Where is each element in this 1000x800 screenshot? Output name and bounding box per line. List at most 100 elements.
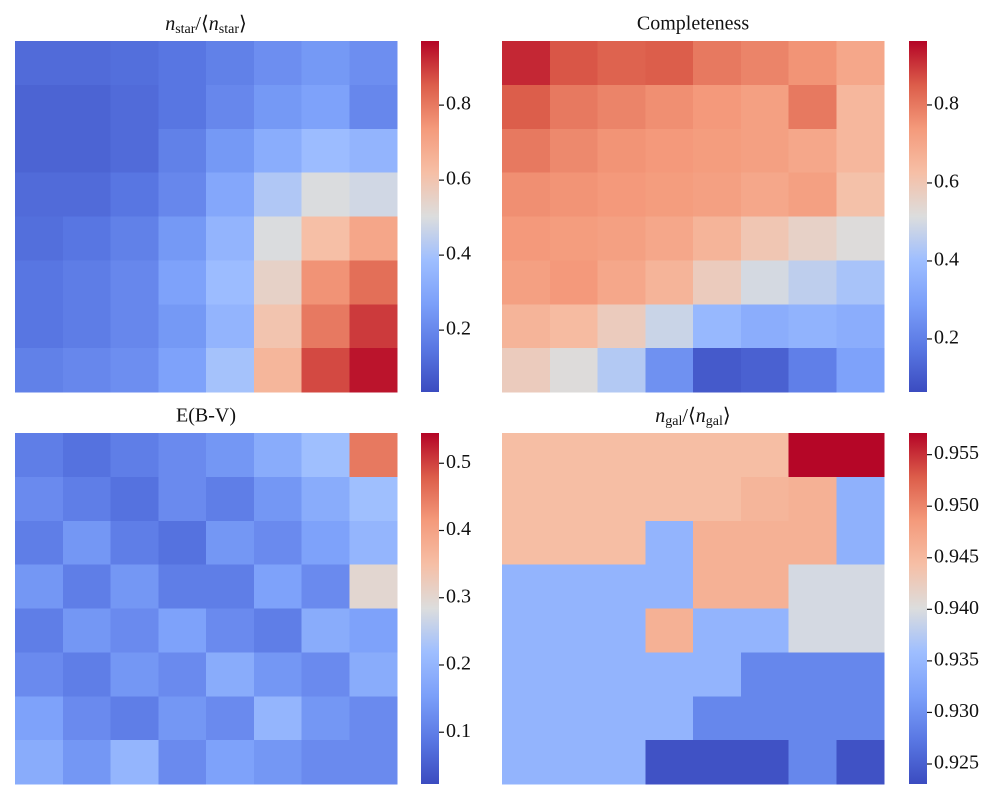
heatmap-cell xyxy=(15,564,64,609)
title-subscript: gal xyxy=(706,414,723,429)
heatmap-cell xyxy=(502,608,551,653)
heatmap-cell xyxy=(740,216,789,261)
heatmap-cell xyxy=(301,41,350,86)
heatmap-cell xyxy=(597,41,646,86)
heatmap-cell xyxy=(836,172,885,217)
heatmap-cell xyxy=(645,348,694,393)
heatmap-cell xyxy=(549,476,598,522)
heatmap-cell xyxy=(349,696,398,741)
heatmap-cell xyxy=(349,41,398,86)
heatmap-cell xyxy=(253,696,302,741)
heatmap-cell xyxy=(206,41,255,86)
heatmap-cell xyxy=(788,84,837,130)
heatmap-cell xyxy=(253,433,302,478)
heatmap-cell xyxy=(549,696,598,741)
heatmap-cell xyxy=(788,652,837,697)
heatmap-cell xyxy=(693,41,742,86)
heatmap-cell xyxy=(740,304,789,349)
title-subscript: star xyxy=(219,22,240,37)
heatmap-cell xyxy=(110,564,159,609)
heatmap-cell xyxy=(597,304,646,349)
heatmap-cell xyxy=(206,520,255,566)
heatmap-cell xyxy=(110,304,159,349)
heatmap-cell xyxy=(740,348,789,393)
heatmap-cell xyxy=(549,433,598,478)
heatmap-cell xyxy=(206,172,255,217)
heatmap-cell xyxy=(206,128,255,174)
heatmap-cell xyxy=(645,652,694,697)
heatmap-cell xyxy=(253,216,302,261)
colorbar-tick-label: 0.930 xyxy=(934,700,979,722)
heatmap-cell xyxy=(15,260,64,305)
heatmap-cell xyxy=(62,348,111,393)
heatmap-cell xyxy=(597,564,646,609)
title-part: /⟨ xyxy=(682,405,695,427)
colorbar-tick-label: 0.2 xyxy=(446,653,471,675)
heatmap-cell xyxy=(645,128,694,174)
heatmap-cell xyxy=(158,304,207,349)
heatmap-cell xyxy=(15,740,64,785)
heatmap-cell xyxy=(502,476,551,522)
heatmap-cell xyxy=(693,520,742,566)
heatmap-cell xyxy=(836,433,885,478)
colorbar-tick-label: 0.6 xyxy=(934,171,959,193)
heatmap-cell xyxy=(693,564,742,609)
heatmap-cell xyxy=(301,696,350,741)
heatmap-cell xyxy=(253,41,302,86)
heatmap-cell xyxy=(158,740,207,785)
heatmap-cell xyxy=(788,520,837,566)
title-part: n xyxy=(655,405,665,427)
heatmap-cell xyxy=(597,740,646,785)
heatmap-cell xyxy=(206,84,255,130)
heatmap-cell xyxy=(110,172,159,217)
heatmap-cell xyxy=(788,564,837,609)
heatmap-cell xyxy=(693,304,742,349)
heatmap-cell xyxy=(502,740,551,785)
heatmap-cell xyxy=(788,304,837,349)
heatmap-cell xyxy=(158,608,207,653)
heatmap-cell xyxy=(301,564,350,609)
heatmap-cell xyxy=(206,476,255,522)
colorbar xyxy=(421,433,439,784)
heatmap-cell xyxy=(836,740,885,785)
heatmap-cell xyxy=(502,128,551,174)
heatmap-cell xyxy=(158,696,207,741)
heatmap-cell xyxy=(597,696,646,741)
heatmap-cell xyxy=(836,260,885,305)
heatmap-panel: E(B-V) 0.1 0.2 0.3 0.4 0.5 xyxy=(15,405,471,785)
heatmap-cell xyxy=(158,216,207,261)
heatmap-cell xyxy=(349,476,398,522)
heatmap-cell xyxy=(549,128,598,174)
heatmap-cell xyxy=(502,652,551,697)
heatmap-cell xyxy=(206,433,255,478)
heatmap-cell xyxy=(15,128,64,174)
heatmap-cell xyxy=(110,128,159,174)
heatmap-cell xyxy=(549,172,598,217)
heatmap-cell xyxy=(110,84,159,130)
colorbar-tick-label: 0.4 xyxy=(446,243,471,265)
heatmap-cell xyxy=(502,304,551,349)
heatmap-cell xyxy=(206,304,255,349)
heatmap-cell xyxy=(836,128,885,174)
heatmap-cell xyxy=(62,740,111,785)
heatmap-cell xyxy=(110,520,159,566)
heatmap-cell xyxy=(301,172,350,217)
heatmap-cell xyxy=(110,433,159,478)
heatmap-cell xyxy=(740,608,789,653)
heatmap-cell xyxy=(645,476,694,522)
heatmap-cell xyxy=(349,740,398,785)
heatmap-cell xyxy=(597,520,646,566)
heatmap-cell xyxy=(15,304,64,349)
heatmap-cell xyxy=(15,216,64,261)
heatmap-cell xyxy=(597,128,646,174)
heatmap-cell xyxy=(110,348,159,393)
heatmap-cell xyxy=(788,128,837,174)
heatmap-cell xyxy=(788,216,837,261)
heatmap-cell xyxy=(301,520,350,566)
heatmap-cell xyxy=(597,172,646,217)
heatmap-cell xyxy=(349,652,398,697)
heatmap-cell xyxy=(158,260,207,305)
colorbar-tick-label: 0.940 xyxy=(934,597,979,619)
heatmap-cell xyxy=(502,520,551,566)
title-part: /⟨ xyxy=(195,13,208,35)
